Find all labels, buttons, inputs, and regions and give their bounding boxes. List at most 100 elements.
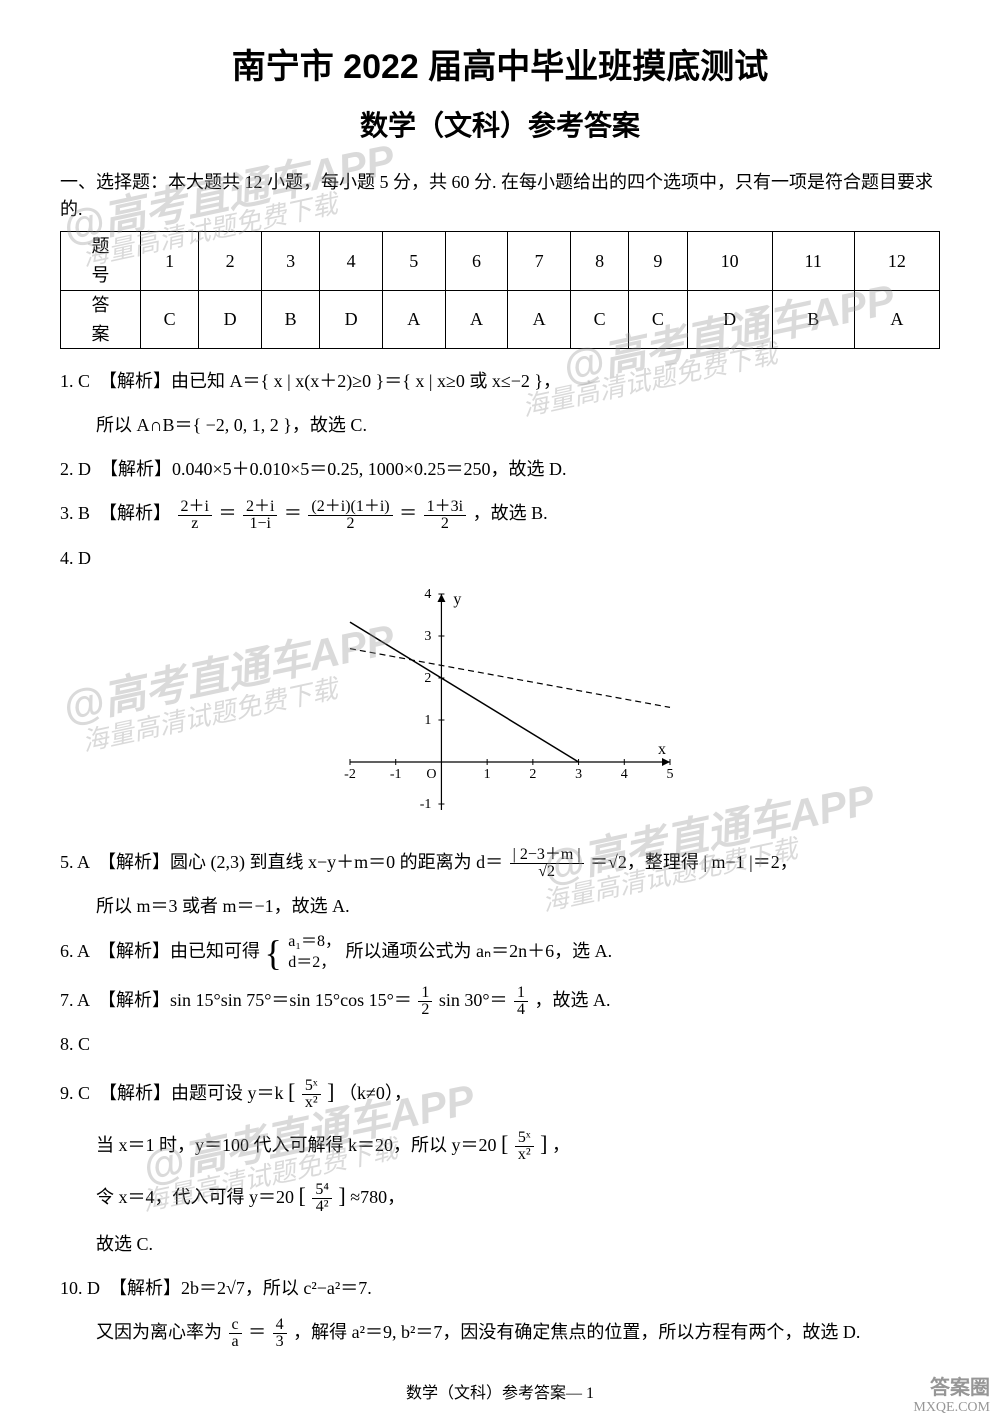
q10-tail: ，解得 a²＝9, b²＝7，因没有确定焦点的位置，所以方程有两个，故选 D. — [293, 1322, 860, 1342]
q9-pre: 9. C 【解析】由题可设 y＝k — [60, 1083, 284, 1103]
table-cell: B — [261, 290, 319, 349]
table-cell: 4 — [320, 232, 383, 291]
table-cell: D — [687, 290, 772, 349]
frac-num: 1 — [418, 985, 432, 1002]
case-line: d＝2， — [288, 954, 336, 971]
q5-line1: 5. A 【解析】圆心 (2,3) 到直线 x−y＋m＝0 的距离为 d＝ | … — [60, 844, 940, 880]
q3: 3. B 【解析】 2＋iz ＝ 2＋i1−i ＝ (2＋i)(1＋i)2 ＝ … — [60, 495, 940, 531]
q7-frac2: 14 — [514, 985, 528, 1018]
q5-pre: 5. A 【解析】圆心 (2,3) 到直线 x−y＋m＝0 的距离为 d＝ — [60, 852, 503, 872]
frac-den: 3 — [273, 1334, 287, 1350]
frac-num: 1＋3i — [424, 499, 466, 516]
q3-frac3: (2＋i)(1＋i)2 — [308, 499, 392, 532]
frac-den: 4 — [514, 1002, 528, 1018]
corner-l2: MXQE.COM — [913, 1400, 990, 1417]
svg-text:4: 4 — [424, 587, 431, 602]
q5-mid: ＝√2，整理得 | m−1 |＝2， — [590, 852, 798, 872]
eq: ＝ — [399, 503, 417, 523]
svg-text:y: y — [453, 591, 461, 608]
q7-pre: 7. A 【解析】sin 15°sin 75°＝sin 15°cos 15°＝ — [60, 990, 412, 1010]
table-cell: A — [445, 290, 508, 349]
frac-den: 1−i — [243, 516, 277, 532]
table-cell: 3 — [261, 232, 319, 291]
frac-num: 4 — [273, 1317, 287, 1334]
table-label-a: 答 案 — [61, 290, 141, 349]
q10-mid: ＝ — [248, 1322, 266, 1342]
q7-mid: sin 30°＝ — [439, 990, 508, 1010]
q9-l2-pre: 当 x＝1 时，y＝100 代入可解得 k＝20，所以 y＝20 — [96, 1135, 497, 1155]
q5-frac: | 2−3＋m |√2 — [510, 847, 584, 880]
q10-l2-pre: 又因为离心率为 — [96, 1322, 222, 1342]
q3-frac4: 1＋3i2 — [424, 499, 466, 532]
frac-den: 2 — [424, 516, 466, 532]
table-row-nums: 题 号 1 2 3 4 5 6 7 8 9 10 11 12 — [61, 232, 940, 291]
q9-tail1: （k≠0）， — [339, 1083, 412, 1103]
q6-tail: 所以通项公式为 aₙ＝2n＋6，选 A. — [345, 941, 612, 961]
frac-num: (2＋i)(1＋i) — [308, 499, 392, 516]
q8: 8. C — [60, 1026, 940, 1062]
table-row-answers: 答 案 C D B D A A A C C D B A — [61, 290, 940, 349]
svg-text:2: 2 — [529, 767, 536, 782]
q5-line2: 所以 m＝3 或者 m＝−1，故选 A. — [60, 888, 940, 924]
q10-frac1: ca — [229, 1317, 242, 1350]
q3-frac1: 2＋iz — [178, 499, 212, 532]
q2: 2. D 【解析】0.040×5＋0.010×5＝0.25, 1000×0.25… — [60, 451, 940, 487]
svg-text:-1: -1 — [420, 797, 432, 812]
frac-num: c — [229, 1317, 242, 1334]
q6: 6. A 【解析】由已知可得 { a₁＝8， d＝2， 所以通项公式为 aₙ＝2… — [60, 932, 940, 974]
frac-num: 2＋i — [243, 499, 277, 516]
q3-frac2: 2＋i1−i — [243, 499, 277, 532]
title-sub: 数学（文科）参考答案 — [60, 104, 940, 149]
q7-tail: ，故选 A. — [535, 990, 611, 1010]
q9-frac1: 5ˣx² — [302, 1078, 321, 1111]
frac-den: √2 — [510, 864, 584, 880]
frac-den: a — [229, 1334, 242, 1350]
q1-line1: 1. C 【解析】由已知 A＝{ x | x(x＋2)≥0 }＝{ x | x≥… — [60, 363, 940, 399]
q9-l2-tail: ， — [552, 1135, 570, 1155]
q3-tail: ，故选 B. — [473, 503, 548, 523]
brace-icon: { — [265, 939, 282, 968]
table-cell: 8 — [571, 232, 629, 291]
svg-text:O: O — [426, 767, 436, 782]
svg-text:5: 5 — [667, 767, 674, 782]
svg-text:1: 1 — [484, 767, 491, 782]
table-cell: D — [320, 290, 383, 349]
table-cell: C — [629, 290, 687, 349]
table-cell: 10 — [687, 232, 772, 291]
title-main: 南宁市 2022 届高中毕业班摸底测试 — [60, 40, 940, 94]
svg-text:x: x — [658, 741, 666, 758]
table-cell: 5 — [382, 232, 445, 291]
table-cell: C — [571, 290, 629, 349]
svg-text:-2: -2 — [344, 767, 356, 782]
q6-pre: 6. A 【解析】由已知可得 — [60, 941, 260, 961]
eq: ＝ — [218, 503, 236, 523]
q9-frac2: 5ˣx² — [515, 1130, 534, 1163]
section-intro: 一、选择题：本大题共 12 小题，每小题 5 分，共 60 分. 在每小题给出的… — [60, 169, 940, 223]
table-cell: B — [772, 290, 854, 349]
frac-num: 2＋i — [178, 499, 212, 516]
table-cell: 11 — [772, 232, 854, 291]
answer-table: 题 号 1 2 3 4 5 6 7 8 9 10 11 12 答 案 C D B… — [60, 231, 940, 349]
svg-text:2: 2 — [424, 671, 431, 686]
q9-l3-pre: 令 x＝4，代入可得 y＝20 — [96, 1187, 294, 1207]
chart-svg: -2-112345-11234Oxy — [320, 584, 680, 834]
q7: 7. A 【解析】sin 15°sin 75°＝sin 15°cos 15°＝ … — [60, 982, 940, 1018]
q4: 4. D — [60, 540, 940, 576]
q6-cases: a₁＝8， d＝2， — [288, 932, 341, 974]
frac-den: 2 — [418, 1002, 432, 1018]
q10-line2: 又因为离心率为 ca ＝ 43 ，解得 a²＝9, b²＝7，因没有确定焦点的位… — [60, 1314, 940, 1350]
svg-text:3: 3 — [424, 629, 431, 644]
q3-pre: 3. B 【解析】 — [60, 503, 171, 523]
case-line: a₁＝8， — [288, 933, 341, 950]
q9-l3-tail: ≈780， — [350, 1187, 405, 1207]
table-cell: A — [382, 290, 445, 349]
q9-frac3: 5⁴4² — [312, 1182, 332, 1215]
frac-num: 5⁴ — [312, 1182, 332, 1199]
q9-line1: 9. C 【解析】由题可设 y＝k [ 5ˣx² ] （k≠0）， — [60, 1070, 940, 1114]
eq: ＝ — [284, 503, 302, 523]
q9-line2: 当 x＝1 时，y＝100 代入可解得 k＝20，所以 y＝20 [ 5ˣx² … — [60, 1122, 940, 1166]
frac-num: 5ˣ — [302, 1078, 321, 1095]
table-cell: D — [199, 290, 262, 349]
table-cell: 2 — [199, 232, 262, 291]
svg-text:1: 1 — [424, 713, 431, 728]
